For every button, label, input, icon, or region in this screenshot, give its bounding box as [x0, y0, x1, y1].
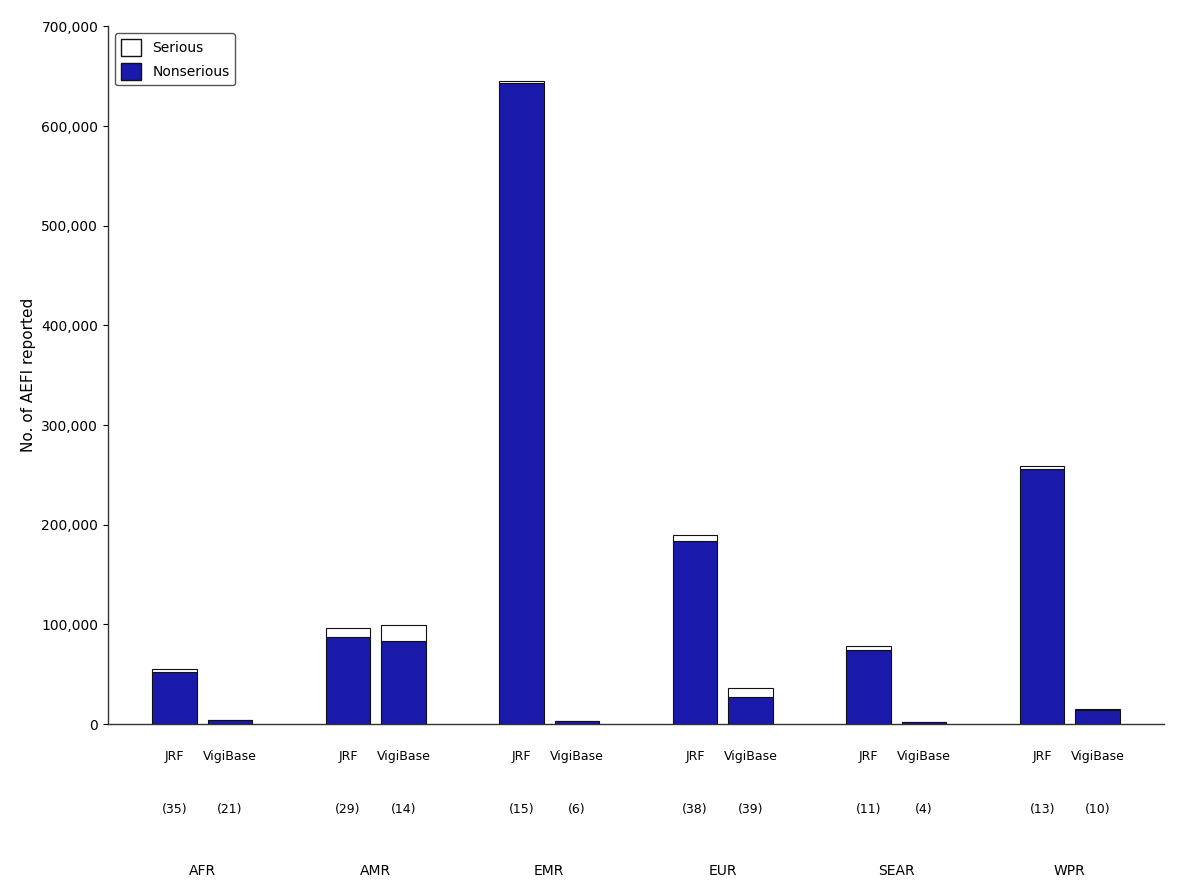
Text: EUR: EUR [708, 864, 737, 878]
Bar [1020, 469, 1064, 724]
Bar [499, 83, 544, 724]
Text: (14): (14) [391, 803, 416, 816]
Text: JRF: JRF [511, 751, 532, 763]
Text: JRF: JRF [1032, 751, 1052, 763]
Text: WPR: WPR [1054, 864, 1086, 878]
Text: VigiBase: VigiBase [203, 751, 257, 763]
Bar [208, 720, 252, 724]
Text: VigiBase: VigiBase [377, 751, 431, 763]
Bar [673, 540, 718, 724]
Legend: Serious, Nonserious: Serious, Nonserious [115, 34, 235, 86]
Text: (35): (35) [162, 803, 187, 816]
Bar [152, 672, 197, 724]
Text: (38): (38) [683, 803, 708, 816]
Text: (6): (6) [568, 803, 586, 816]
Bar [1075, 710, 1120, 724]
Bar [902, 722, 946, 724]
Bar [1020, 466, 1064, 469]
Text: JRF: JRF [859, 751, 878, 763]
Bar [1075, 709, 1120, 710]
Text: (11): (11) [856, 803, 881, 816]
Text: (39): (39) [738, 803, 763, 816]
Text: SEAR: SEAR [878, 864, 914, 878]
Text: AMR: AMR [360, 864, 391, 878]
Text: VigiBase: VigiBase [898, 751, 950, 763]
Text: (13): (13) [1030, 803, 1055, 816]
Text: (21): (21) [217, 803, 242, 816]
Bar [152, 669, 197, 672]
Bar [326, 629, 370, 638]
Bar [673, 535, 718, 540]
Bar [846, 646, 890, 650]
Text: JRF: JRF [338, 751, 358, 763]
Bar [499, 81, 544, 83]
Bar [728, 698, 773, 724]
Bar [382, 625, 426, 641]
Text: VigiBase: VigiBase [1070, 751, 1124, 763]
Text: (15): (15) [509, 803, 534, 816]
Text: JRF: JRF [685, 751, 704, 763]
Y-axis label: No. of AEFI reported: No. of AEFI reported [20, 298, 36, 452]
Text: VigiBase: VigiBase [550, 751, 604, 763]
Bar [846, 650, 890, 724]
Bar [554, 721, 599, 724]
Text: AFR: AFR [188, 864, 216, 878]
Text: VigiBase: VigiBase [724, 751, 778, 763]
Bar [326, 638, 370, 724]
Text: JRF: JRF [164, 751, 185, 763]
Text: (10): (10) [1085, 803, 1110, 816]
Text: EMR: EMR [534, 864, 564, 878]
Text: (29): (29) [335, 803, 361, 816]
Bar [728, 688, 773, 698]
Text: (4): (4) [916, 803, 932, 816]
Bar [382, 641, 426, 724]
